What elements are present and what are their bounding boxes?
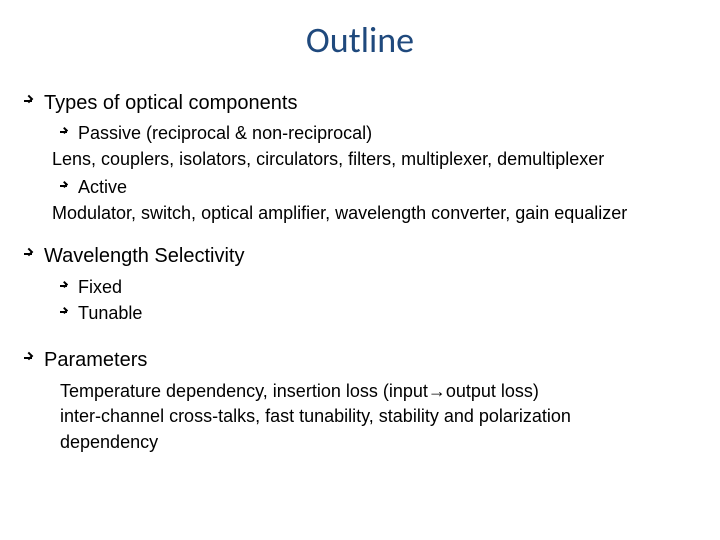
section-types: Types of optical components Passive (rec… (18, 90, 702, 225)
desc-passive: Lens, couplers, isolators, circulators, … (18, 148, 702, 172)
bullet-tunable: Tunable (18, 302, 702, 326)
slide-title: Outline (18, 18, 702, 62)
params-line-1: Temperature dependency, insertion loss (… (18, 380, 702, 404)
params-line-2: inter-channel cross-talks, fast tunabili… (18, 405, 702, 429)
bullet-active: Active (18, 176, 702, 200)
section-parameters: Parameters Temperature dependency, inser… (18, 347, 702, 455)
bullet-fixed: Fixed (18, 276, 702, 300)
section-wavelength: Wavelength Selectivity Fixed Tunable (18, 243, 702, 325)
slide: Outline Types of optical components Pass… (0, 0, 720, 540)
heading-wavelength: Wavelength Selectivity (18, 243, 702, 269)
slide-content: Types of optical components Passive (rec… (18, 90, 702, 455)
heading-parameters: Parameters (18, 347, 702, 373)
bullet-passive: Passive (reciprocal & non-reciprocal) (18, 122, 702, 146)
heading-types: Types of optical components (18, 90, 702, 116)
params-line-3: dependency (18, 431, 702, 455)
desc-active: Modulator, switch, optical amplifier, wa… (18, 202, 702, 226)
